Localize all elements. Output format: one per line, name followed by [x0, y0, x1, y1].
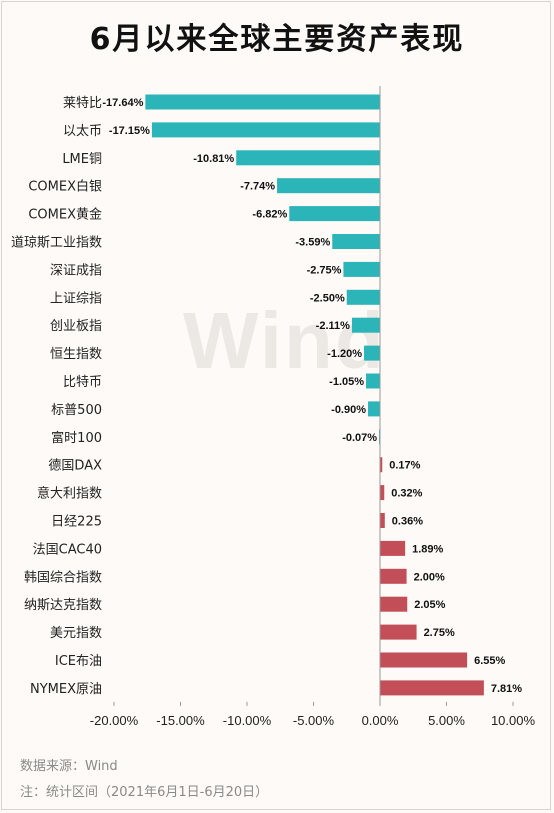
- value-label: -10.81%: [193, 153, 234, 165]
- value-label: -2.75%: [307, 264, 342, 276]
- category-label: 意大利指数: [37, 486, 102, 502]
- value-label: -0.90%: [331, 404, 366, 416]
- bar: [380, 569, 407, 584]
- value-label: 7.81%: [491, 683, 522, 695]
- bar: [332, 234, 380, 249]
- category-label: 标普500: [51, 403, 102, 418]
- bar: [380, 653, 467, 668]
- x-tick-label: 0.00%: [362, 713, 399, 728]
- category-label: LME铜: [62, 152, 102, 167]
- category-label: 以太币: [63, 124, 102, 139]
- value-label: 1.89%: [412, 543, 443, 555]
- bar: [380, 680, 484, 695]
- value-label: 2.05%: [414, 599, 445, 611]
- bar: [380, 513, 385, 528]
- x-tick-label: -15.00%: [156, 713, 205, 728]
- data-source-note: 数据来源：Wind: [20, 755, 118, 774]
- bar: [145, 95, 380, 110]
- category-label: COMEX白银: [28, 179, 102, 195]
- period-note: 注：统计区间（2021年6月1日-6月20日）: [20, 781, 268, 800]
- value-label: -1.20%: [327, 348, 362, 360]
- bar-chart: 莱特比 -17.64% 以太币 -17.15% LME铜 -10.81% COMEX白银 -7…: [0, 0, 554, 745]
- value-label: 6.55%: [474, 655, 505, 667]
- category-label: NYMEX原油: [30, 682, 102, 697]
- category-label: 深证成指: [50, 263, 102, 278]
- bar: [152, 122, 380, 137]
- value-label: 0.17%: [389, 460, 420, 472]
- category-label: 比特币: [63, 375, 102, 390]
- bar: [343, 262, 380, 277]
- category-label: 纳斯达克指数: [24, 598, 102, 613]
- x-tick-label: -10.00%: [223, 713, 272, 728]
- bar: [380, 485, 384, 500]
- value-label: -2.50%: [310, 292, 345, 304]
- category-label: 上证综指: [50, 291, 102, 306]
- x-tick-label: -20.00%: [90, 713, 139, 728]
- value-label: -7.74%: [240, 181, 275, 193]
- value-label: -1.05%: [329, 376, 364, 388]
- value-label: -3.59%: [295, 237, 330, 249]
- value-label: 0.32%: [391, 488, 422, 500]
- value-label: -17.15%: [109, 125, 150, 137]
- category-label: 富时100: [51, 430, 102, 446]
- bar: [352, 318, 380, 333]
- category-label: 道琼斯工业指数: [11, 236, 102, 251]
- bar: [380, 597, 407, 612]
- value-label: -6.82%: [252, 209, 287, 221]
- category-label: COMEX黄金: [28, 207, 102, 223]
- bar: [364, 346, 380, 361]
- category-label: ICE布油: [55, 654, 102, 669]
- category-label: 恒生指数: [50, 347, 102, 362]
- bar: [289, 206, 380, 221]
- bar: [347, 290, 380, 305]
- x-tick-label: 5.00%: [428, 713, 465, 728]
- category-label: 德国DAX: [48, 459, 102, 474]
- category-label: 日经225: [51, 515, 102, 530]
- value-label: -0.07%: [342, 432, 377, 444]
- value-label: 2.00%: [414, 571, 445, 583]
- category-label: 创业板指: [50, 319, 102, 334]
- category-label: 莱特比: [63, 96, 102, 111]
- bar: [368, 401, 380, 416]
- bar: [380, 625, 417, 640]
- x-tick-label: 10.00%: [491, 713, 536, 728]
- value-label: -17.64%: [102, 97, 143, 109]
- bar: [277, 178, 380, 193]
- bar: [366, 374, 380, 389]
- bar: [236, 150, 380, 165]
- value-label: 2.75%: [424, 627, 455, 639]
- value-label: -2.11%: [316, 320, 350, 332]
- category-label: 美元指数: [50, 626, 102, 641]
- category-label: 法国CAC40: [33, 542, 102, 557]
- category-label: 韩国综合指数: [24, 570, 102, 585]
- bar: [380, 541, 405, 556]
- x-tick-label: -5.00%: [293, 713, 335, 728]
- value-label: 0.36%: [392, 516, 423, 528]
